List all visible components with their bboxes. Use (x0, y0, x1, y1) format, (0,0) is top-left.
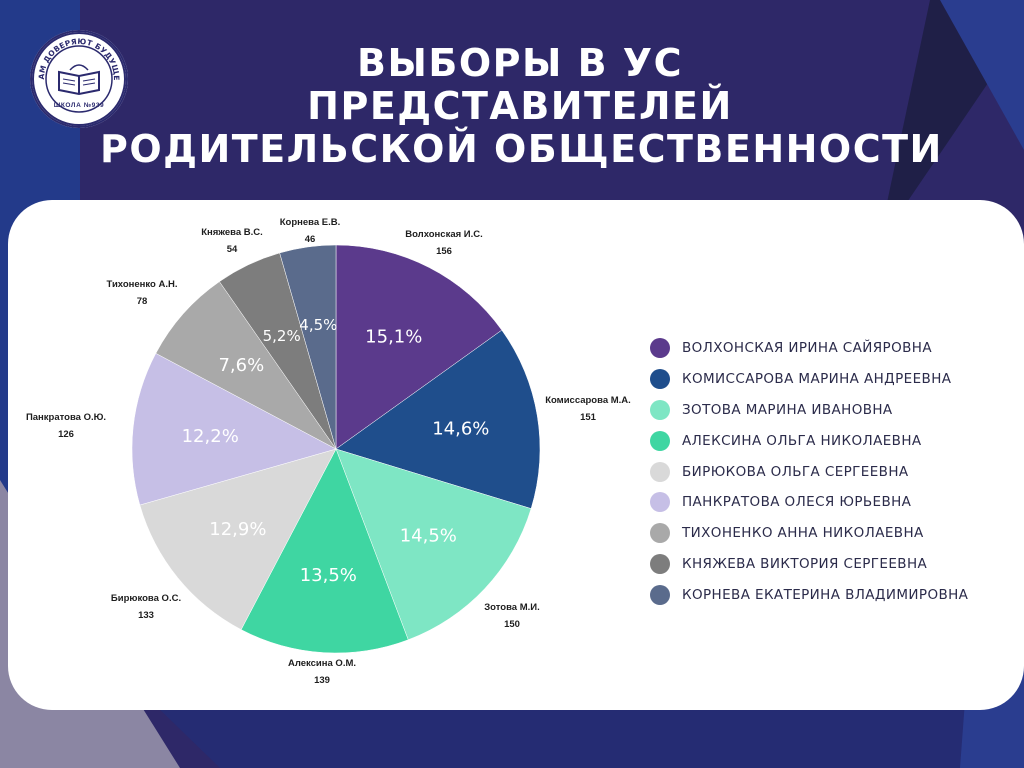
chart-legend: ВОЛХОНСКАЯ ИРИНА САЙЯРОВНА КОМИССАРОВА М… (650, 333, 968, 610)
legend-item: ЗОТОВА МАРИНА ИВАНОВНА (650, 395, 968, 426)
legend-dot (650, 461, 670, 482)
slice-name-label: Волхонская И.С. (405, 229, 483, 240)
slice-percent-label: 12,2% (182, 426, 239, 447)
slice-value-label: 46 (305, 234, 316, 245)
legend-item: ВОЛХОНСКАЯ ИРИНА САЙЯРОВНА (650, 333, 968, 364)
pie-slice (335, 329, 541, 509)
slice-name-label: Панкратова О.Ю. (26, 412, 106, 423)
slice-value-label: 126 (58, 429, 74, 440)
legend-label: КОМИССАРОВА МАРИНА АНДРЕЕВНА (682, 371, 952, 388)
slice-percent-label: 5,2% (263, 327, 301, 345)
slice-name-label: Княжева В.С. (201, 227, 263, 238)
slice-percent-label: 13,5% (300, 565, 357, 586)
page-title: ВЫБОРЫ В УС ПРЕДСТАВИТЕЛЕЙ РОДИТЕЛЬСКОЙ … (100, 41, 943, 171)
legend-dot (650, 430, 670, 451)
slice-name-label: Бирюкова О.С. (111, 593, 181, 604)
slice-percent-label: 14,5% (400, 525, 457, 546)
legend-item: КОМИССАРОВА МАРИНА АНДРЕЕВНА (650, 364, 968, 395)
slice-percent-label: 7,6% (218, 355, 264, 376)
legend-label: ПАНКРАТОВА ОЛЕСЯ ЮРЬЕВНА (682, 494, 912, 511)
legend-item: КОРНЕВА ЕКАТЕРИНА ВЛАДИМИРОВНА (650, 579, 968, 610)
slice-name-label: Комиссарова М.А. (545, 395, 631, 406)
slice-value-label: 54 (227, 244, 238, 255)
slice-value-label: 78 (137, 296, 148, 307)
slice-name-label: Зотова М.И. (484, 602, 540, 613)
legend-label: КОРНЕВА ЕКАТЕРИНА ВЛАДИМИРОВНА (682, 586, 969, 603)
legend-item: БИРЮКОВА ОЛЬГА СЕРГЕЕВНА (650, 456, 968, 487)
pie-slice (155, 281, 337, 450)
title-line-3: РОДИТЕЛЬСКОЙ ОБЩЕСТВЕННОСТИ (100, 127, 943, 171)
legend-item: КНЯЖЕВА ВИКТОРИЯ СЕРГЕЕВНА (650, 549, 968, 580)
slice-value-label: 151 (580, 412, 597, 423)
legend-label: ВОЛХОНСКАЯ ИРИНА САЙЯРОВНА (682, 340, 932, 357)
title-line-2: ПРЕДСТАВИТЕЛЕЙ (307, 84, 733, 128)
slice-value-label: 139 (314, 675, 330, 686)
legend-dot (650, 399, 670, 420)
legend-dot (650, 523, 670, 544)
slice-value-label: 156 (436, 246, 452, 257)
slice-name-label: Тихоненко А.Н. (107, 279, 178, 290)
pie-slice (335, 244, 503, 450)
slice-value-label: 133 (138, 610, 154, 621)
legend-label: ТИХОНЕНКО АННА НИКОЛАЕВНА (682, 525, 924, 542)
pie-slice (240, 448, 409, 654)
pie-slice (279, 244, 337, 450)
slice-name-label: Корнева Е.В. (280, 217, 341, 228)
legend-label: БИРЮКОВА ОЛЬГА СЕРГЕЕВНА (682, 463, 909, 480)
legend-dot (650, 369, 670, 390)
pie-slice (335, 448, 532, 641)
legend-item: ПАНКРАТОВА ОЛЕСЯ ЮРЬЕВНА (650, 487, 968, 518)
legend-label: АЛЕКСИНА ОЛЬГА НИКОЛАЕВНА (682, 432, 922, 449)
slice-value-label: 150 (504, 619, 520, 630)
legend-dot (650, 553, 670, 574)
slice-percent-label: 12,9% (209, 519, 266, 540)
school-logo: НАМ ДОВЕРЯЮТ БУДУЩЕЕ ШКОЛА №939 (30, 30, 128, 128)
pie-slice (131, 352, 337, 506)
slice-percent-label: 14,6% (432, 419, 489, 440)
book-icon: НАМ ДОВЕРЯЮТ БУДУЩЕЕ (30, 30, 126, 126)
legend-label: ЗОТОВА МАРИНА ИВАНОВНА (682, 401, 893, 418)
logo-bottom-text: ШКОЛА №939 (53, 102, 105, 109)
legend-item: ТИХОНЕНКО АННА НИКОЛАЕВНА (650, 518, 968, 549)
slice-percent-label: 4,5% (299, 316, 337, 334)
legend-dot (650, 338, 670, 359)
legend-label: КНЯЖЕВА ВИКТОРИЯ СЕРГЕЕВНА (682, 555, 928, 572)
legend-dot (650, 584, 670, 605)
pie-slice (139, 448, 337, 630)
legend-dot (650, 492, 670, 513)
slice-percent-label: 15,1% (365, 326, 422, 347)
title-line-1: ВЫБОРЫ В УС (357, 41, 683, 85)
legend-item: АЛЕКСИНА ОЛЬГА НИКОЛАЕВНА (650, 425, 968, 456)
slice-name-label: Алексина О.М. (288, 658, 356, 669)
